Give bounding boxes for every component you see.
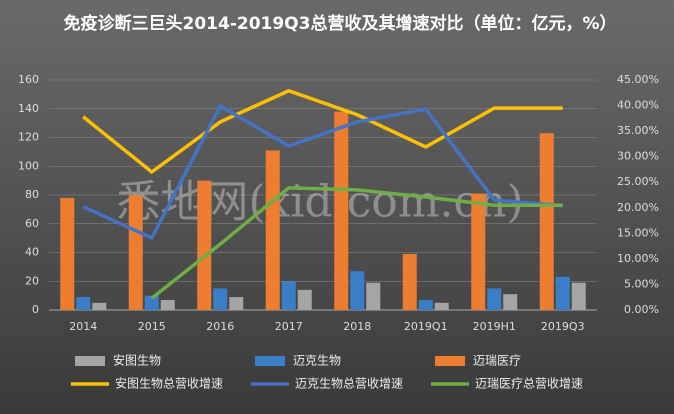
bar <box>60 197 75 310</box>
y2-tick-label: 10.00% <box>617 252 659 265</box>
legend-swatch <box>435 356 465 366</box>
bar <box>402 253 417 310</box>
y-tick-label: 60 <box>25 217 39 230</box>
bar <box>503 294 518 310</box>
bar <box>434 302 449 310</box>
legend-swatch <box>75 356 105 366</box>
line <box>82 88 563 174</box>
y2-tick-label: 35.00% <box>617 124 659 137</box>
chart-title: 免疫诊断三巨头2014-2019Q3总营收及其增速对比（单位：亿元，%） <box>63 14 617 34</box>
bar <box>229 297 244 310</box>
y-tick-label: 40 <box>25 246 39 259</box>
legend-label: 迈瑞医疗 <box>473 354 521 368</box>
bar <box>471 193 486 310</box>
y-tick-label: 140 <box>18 102 39 115</box>
y-tick-label: 80 <box>25 188 39 201</box>
bar <box>366 282 381 310</box>
bar <box>350 271 365 310</box>
legend-label: 迈克生物 <box>293 354 341 368</box>
x-tick-label: 2019H1 <box>473 320 516 333</box>
y-tick-label: 160 <box>18 73 39 86</box>
bar <box>76 297 91 310</box>
y2-tick-label: 20.00% <box>617 201 659 214</box>
bar <box>297 289 312 310</box>
y-tick-label: 0 <box>32 303 39 316</box>
legend-swatch <box>255 356 285 366</box>
line <box>82 104 563 240</box>
x-tick-label: 2015 <box>138 320 166 333</box>
legend-label: 迈克生物总营收增速 <box>295 377 403 391</box>
bar <box>213 288 228 310</box>
line <box>150 186 563 300</box>
bar <box>128 195 143 310</box>
y-tick-label: 20 <box>25 274 39 287</box>
bar <box>160 299 175 310</box>
x-tick-label: 2016 <box>206 320 234 333</box>
bar <box>265 150 280 310</box>
y2-tick-label: 15.00% <box>617 226 659 239</box>
bar <box>418 299 433 310</box>
bar <box>487 288 502 310</box>
y2-tick-label: 40.00% <box>617 99 659 112</box>
y-tick-label: 100 <box>18 159 39 172</box>
bar <box>144 295 159 310</box>
bar <box>92 302 107 310</box>
legend-label: 迈瑞医疗总营收增速 <box>475 377 583 391</box>
y2-tick-label: 45.00% <box>617 73 659 86</box>
legend-label: 安图生物 <box>113 353 161 368</box>
bar <box>555 276 570 310</box>
bar <box>197 180 212 310</box>
bar <box>281 281 296 310</box>
y2-tick-label: 5.00% <box>624 277 659 290</box>
y-tick-label: 120 <box>18 131 39 144</box>
y2-tick-label: 0.00% <box>624 303 659 316</box>
y2-tick-label: 25.00% <box>617 175 659 188</box>
x-tick-label: 2019Q1 <box>404 320 448 333</box>
bar <box>539 133 554 310</box>
bar <box>334 111 349 310</box>
y2-tick-label: 30.00% <box>617 150 659 163</box>
x-tick-label: 2019Q3 <box>541 320 585 333</box>
x-tick-label: 2018 <box>343 320 371 333</box>
legend-label: 安图生物总营收增速 <box>115 376 223 391</box>
x-tick-label: 2017 <box>275 320 303 333</box>
bar <box>571 282 586 310</box>
x-tick-label: 2014 <box>69 320 97 333</box>
